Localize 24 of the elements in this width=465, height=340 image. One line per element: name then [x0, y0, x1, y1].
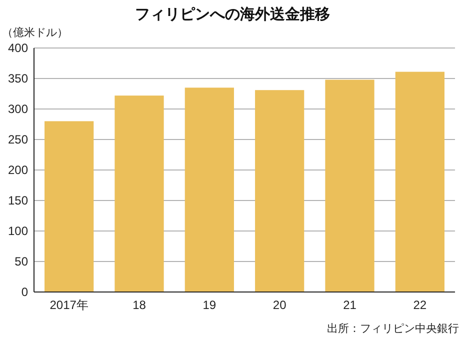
y-tick-label: 100 [8, 224, 28, 238]
y-tick-label: 200 [8, 163, 28, 177]
x-tick-label: 2017年 [50, 298, 88, 312]
bar [255, 90, 304, 292]
y-tick-label: 400 [8, 41, 28, 55]
y-tick-label: 0 [21, 285, 28, 299]
x-tick-label: 21 [343, 298, 357, 312]
bar [184, 88, 234, 292]
chart-title: フィリピンへの海外送金推移 [135, 6, 330, 23]
bar [44, 121, 94, 292]
y-tick-label: 350 [8, 72, 28, 86]
x-tick-label: 20 [272, 298, 287, 312]
x-tick-label: 18 [132, 298, 146, 312]
y-axis-title: （億米ドル） [2, 26, 68, 39]
x-tick-label: 22 [413, 298, 427, 312]
bar [325, 80, 374, 292]
x-tick-label: 19 [202, 298, 216, 312]
text: 出所：フィリピン中央銀行 [327, 322, 459, 335]
y-tick-label: 250 [8, 132, 28, 146]
y-tick-label: 150 [8, 194, 28, 208]
y-tick-label: 50 [14, 254, 28, 268]
bar [114, 96, 164, 292]
bar [395, 72, 444, 292]
y-tick-label: 300 [8, 102, 28, 116]
